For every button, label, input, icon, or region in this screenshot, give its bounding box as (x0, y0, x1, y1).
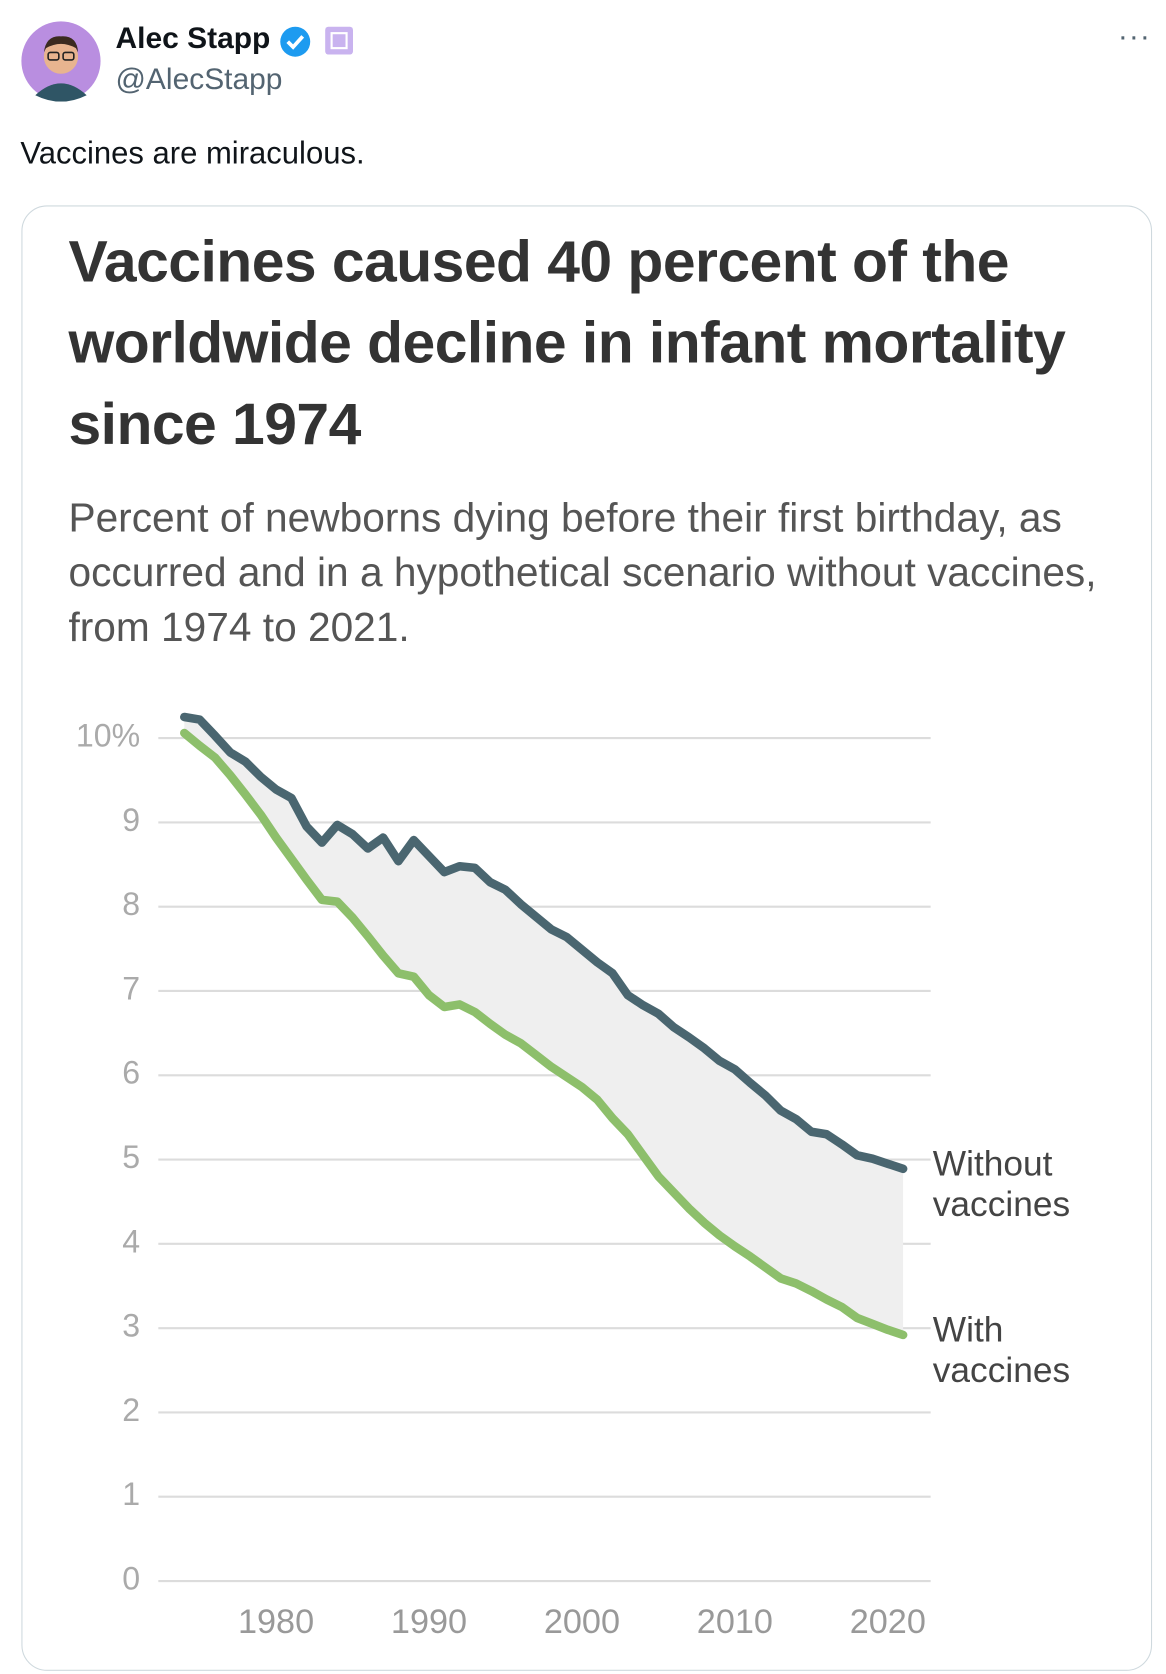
y-tick-label: 0 (122, 1561, 140, 1597)
y-tick-label: 8 (122, 886, 140, 922)
media-card[interactable] (21, 205, 1153, 1671)
y-tick-label: 9 (122, 802, 140, 838)
y-tick-label: 10% (76, 718, 140, 754)
y-tick-label: 6 (122, 1055, 140, 1091)
chart-subtitle: Percent of newborns dying before their f… (68, 496, 1097, 651)
handle[interactable]: @AlecStapp (115, 62, 283, 96)
x-tick-label: 2020 (850, 1603, 926, 1641)
avatar[interactable] (20, 20, 101, 102)
series-line (180, 712, 908, 1174)
y-tick-label: 4 (122, 1223, 140, 1259)
chart-title: Vaccines caused 40 percent of the worldw… (68, 227, 1066, 457)
y-tick-label: 3 (122, 1308, 140, 1344)
y-tick-label: 1 (122, 1476, 140, 1512)
y-tick-label: 7 (122, 970, 140, 1006)
x-tick-label: 2010 (697, 1603, 773, 1641)
x-tick-label: 1980 (238, 1603, 314, 1641)
series-line (180, 728, 908, 1340)
x-tick-label: 2000 (544, 1603, 620, 1641)
tweet-text: Vaccines are miraculous. (20, 136, 365, 172)
more-menu[interactable]: ··· (1117, 19, 1151, 53)
series-label: With vaccines (932, 1309, 1071, 1390)
affiliate-badge[interactable] (324, 26, 354, 56)
y-tick-label: 2 (122, 1392, 140, 1428)
author-name[interactable]: Alec Stapp (115, 21, 271, 55)
verified-badge (280, 26, 311, 57)
x-tick-label: 1990 (391, 1603, 467, 1641)
series-label: Without vaccines (932, 1143, 1071, 1224)
gap-area (184, 717, 904, 1335)
y-tick-label: 5 (122, 1139, 140, 1175)
